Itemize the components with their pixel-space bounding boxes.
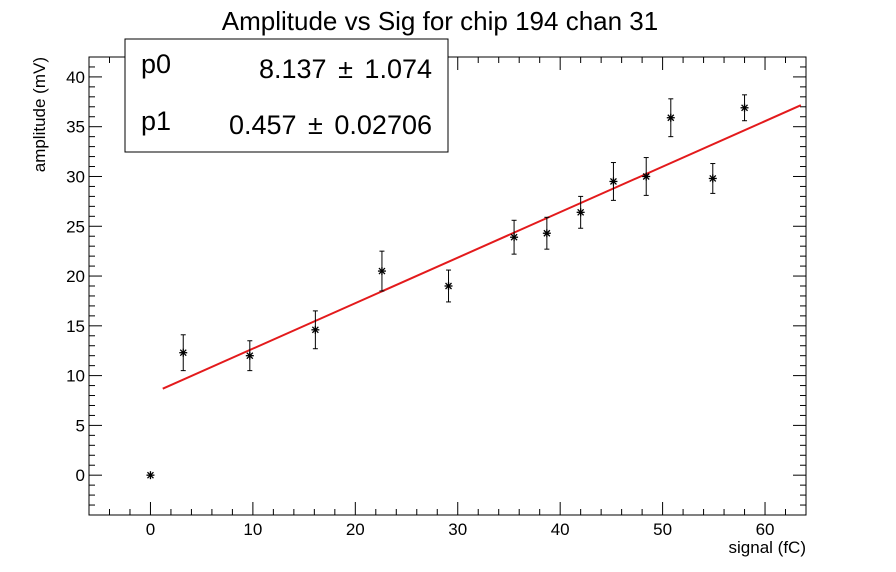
y-axis-ticks: 0 5 10 15 20 25 30 35 40 <box>66 56 806 516</box>
y-tick-label: 35 <box>66 118 85 137</box>
data-point <box>609 162 618 201</box>
stats-p1-error: 0.02706 <box>334 110 432 140</box>
data-point <box>740 94 749 122</box>
data-point <box>179 334 188 372</box>
x-tick-label: 40 <box>551 520 570 539</box>
stats-p0-value: 8.137 <box>259 54 327 84</box>
star-marker <box>245 351 254 360</box>
data-point <box>245 340 254 372</box>
x-tick-label: 20 <box>346 520 365 539</box>
star-marker <box>510 233 519 242</box>
data-point <box>146 471 155 480</box>
x-tick-label: 10 <box>243 520 262 539</box>
stats-param-name-p0: p0 <box>141 49 171 79</box>
data-point <box>444 269 453 303</box>
star-marker <box>542 229 551 238</box>
y-tick-label: 30 <box>66 167 85 186</box>
fit-line <box>162 104 802 390</box>
star-marker <box>609 177 618 186</box>
star-marker <box>311 325 320 334</box>
stats-pm-symbol: ± <box>338 54 353 84</box>
data-point <box>311 310 320 350</box>
star-marker <box>179 348 188 357</box>
y-tick-label: 40 <box>66 68 85 87</box>
y-tick-label: 5 <box>76 416 85 435</box>
star-marker <box>666 113 675 122</box>
fit-layer <box>162 104 802 390</box>
y-tick-label: 15 <box>66 317 85 336</box>
star-marker <box>642 172 651 181</box>
stats-param-name-p1: p1 <box>141 106 171 136</box>
data-point <box>708 163 717 194</box>
star-marker <box>377 267 386 276</box>
data-point <box>666 98 675 138</box>
data-point <box>642 157 651 196</box>
x-tick-label: 60 <box>756 520 775 539</box>
star-marker <box>146 471 155 480</box>
stats-p0-error: 1.074 <box>364 54 432 84</box>
fit-stats-box: p0 8.137 ± 1.074 p1 0.457 ± 0.02706 <box>124 38 449 153</box>
chart-title: Amplitude vs Sig for chip 194 chan 31 <box>222 6 658 36</box>
data-point <box>576 195 585 229</box>
stats-p1-value: 0.457 <box>229 110 297 140</box>
y-tick-label: 25 <box>66 217 85 236</box>
y-tick-label: 10 <box>66 367 85 386</box>
stats-param-value-p1: 0.457 ± 0.02706 <box>229 110 432 140</box>
star-marker <box>740 103 749 112</box>
stats-pm-symbol: ± <box>308 110 323 140</box>
star-marker <box>708 174 717 183</box>
y-tick-label: 0 <box>76 466 85 485</box>
data-point <box>377 250 386 292</box>
data-point <box>542 216 551 250</box>
y-axis-label: amplitude (mV) <box>30 57 49 172</box>
x-axis-label: signal (fC) <box>729 538 806 557</box>
stats-box-frame <box>124 38 449 153</box>
data-point <box>510 219 519 255</box>
x-tick-label: 50 <box>653 520 672 539</box>
star-marker <box>444 282 453 290</box>
x-tick-label: 30 <box>448 520 467 539</box>
star-marker <box>576 208 585 217</box>
x-tick-label: 0 <box>146 520 155 539</box>
y-tick-label: 20 <box>66 267 85 286</box>
stats-param-value-p0: 8.137 ± 1.074 <box>259 54 432 84</box>
data-points <box>146 94 749 480</box>
